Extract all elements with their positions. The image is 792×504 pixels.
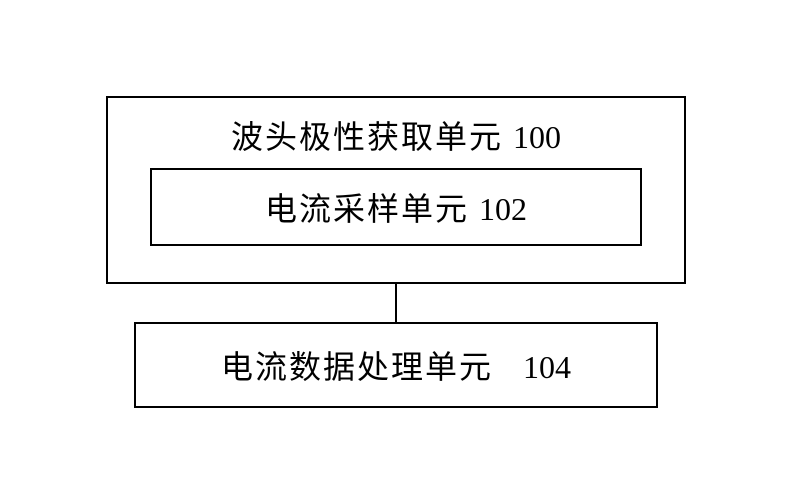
outer-block: 波头极性获取单元 100 电流采样单元 102 — [106, 96, 686, 284]
bottom-block-text: 电流数据处理单元 — [221, 349, 493, 385]
inner-block-text: 电流采样单元 — [265, 191, 469, 227]
bottom-block: 电流数据处理单元 104 — [134, 322, 658, 408]
outer-block-label: 波头极性获取单元 100 — [150, 112, 642, 158]
bottom-block-number: 104 — [523, 349, 571, 385]
block-diagram: 波头极性获取单元 100 电流采样单元 102 电流数据处理单元 104 — [106, 96, 686, 408]
inner-block: 电流采样单元 102 — [150, 168, 642, 246]
inner-block-number: 102 — [479, 191, 527, 227]
outer-block-text: 波头极性获取单元 — [231, 119, 503, 155]
connector-line — [395, 284, 397, 322]
outer-block-number: 100 — [513, 119, 561, 155]
